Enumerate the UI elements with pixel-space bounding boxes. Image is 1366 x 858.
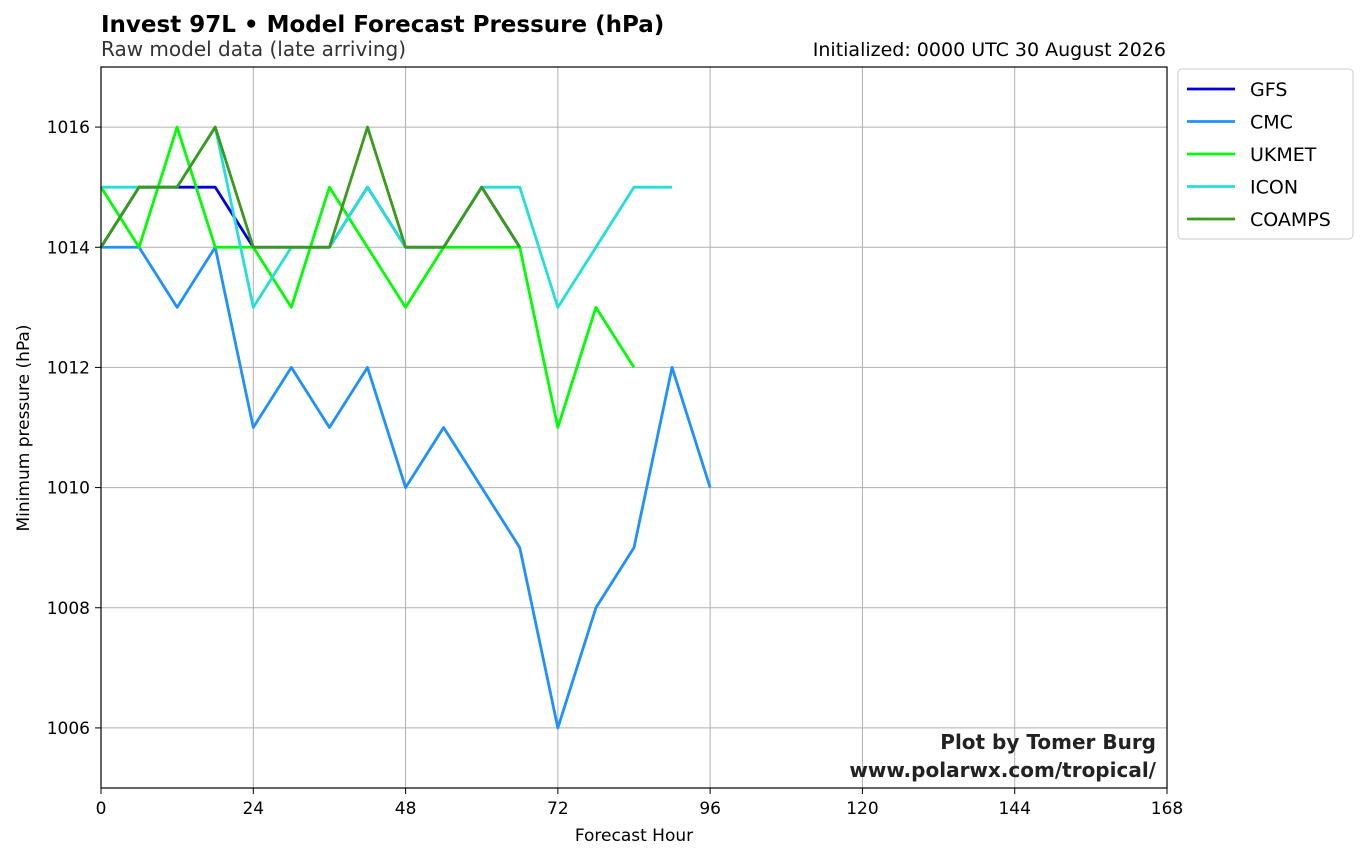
x-axis-label: Forecast Hour: [575, 826, 693, 846]
y-tick-label: 1008: [47, 599, 90, 619]
chart-title: Invest 97L • Model Forecast Pressure (hP…: [101, 12, 664, 38]
series-line-ukmet: [99, 125, 636, 429]
x-tick-label: 72: [547, 799, 569, 819]
chart-subtitle: Raw model data (late arriving): [101, 37, 406, 61]
legend-box: [1177, 68, 1354, 240]
legend-label-cmc: CMC: [1250, 112, 1293, 134]
x-tick-label: 24: [242, 799, 264, 819]
legend-label-ukmet: UKMET: [1250, 144, 1317, 166]
series-line-gfs: [99, 185, 521, 249]
y-tick-label: 1010: [47, 479, 90, 499]
y-tick-label: 1012: [47, 358, 90, 378]
init-time: Initialized: 0000 UTC 30 August 2026: [813, 39, 1166, 61]
series-line-cmc: [101, 245, 712, 730]
x-ticks: 0 24 48 72 96 120 144 168: [96, 788, 1183, 819]
y-ticks: 1006 1008 1010 1012 1014 1016: [47, 118, 101, 739]
y-tick-label: 1016: [47, 118, 90, 138]
x-tick-label: 0: [96, 799, 107, 819]
gridlines: [100, 67, 1168, 788]
y-tick-label: 1014: [47, 238, 90, 258]
x-tick-label: 96: [699, 799, 721, 819]
legend-label-coamps: COAMPS: [1250, 209, 1331, 231]
plot-frame: [100, 66, 1168, 789]
x-tick-label: 120: [846, 799, 878, 819]
x-tick-label: 48: [395, 799, 417, 819]
series-line-coamps: [99, 125, 521, 249]
legend-label-icon: ICON: [1250, 177, 1298, 199]
series-lines: [99, 125, 712, 730]
legend-label-gfs: GFS: [1250, 79, 1287, 101]
credit-url: www.polarwx.com/tropical/: [849, 758, 1156, 782]
y-axis-label: Minimum pressure (hPa): [14, 325, 34, 532]
x-tick-label: 168: [1151, 799, 1183, 819]
credit-author: Plot by Tomer Burg: [940, 730, 1156, 754]
x-tick-label: 144: [998, 799, 1030, 819]
y-tick-label: 1006: [47, 719, 90, 739]
legend: GFS CMC UKMET ICON COAMPS: [1177, 68, 1354, 240]
